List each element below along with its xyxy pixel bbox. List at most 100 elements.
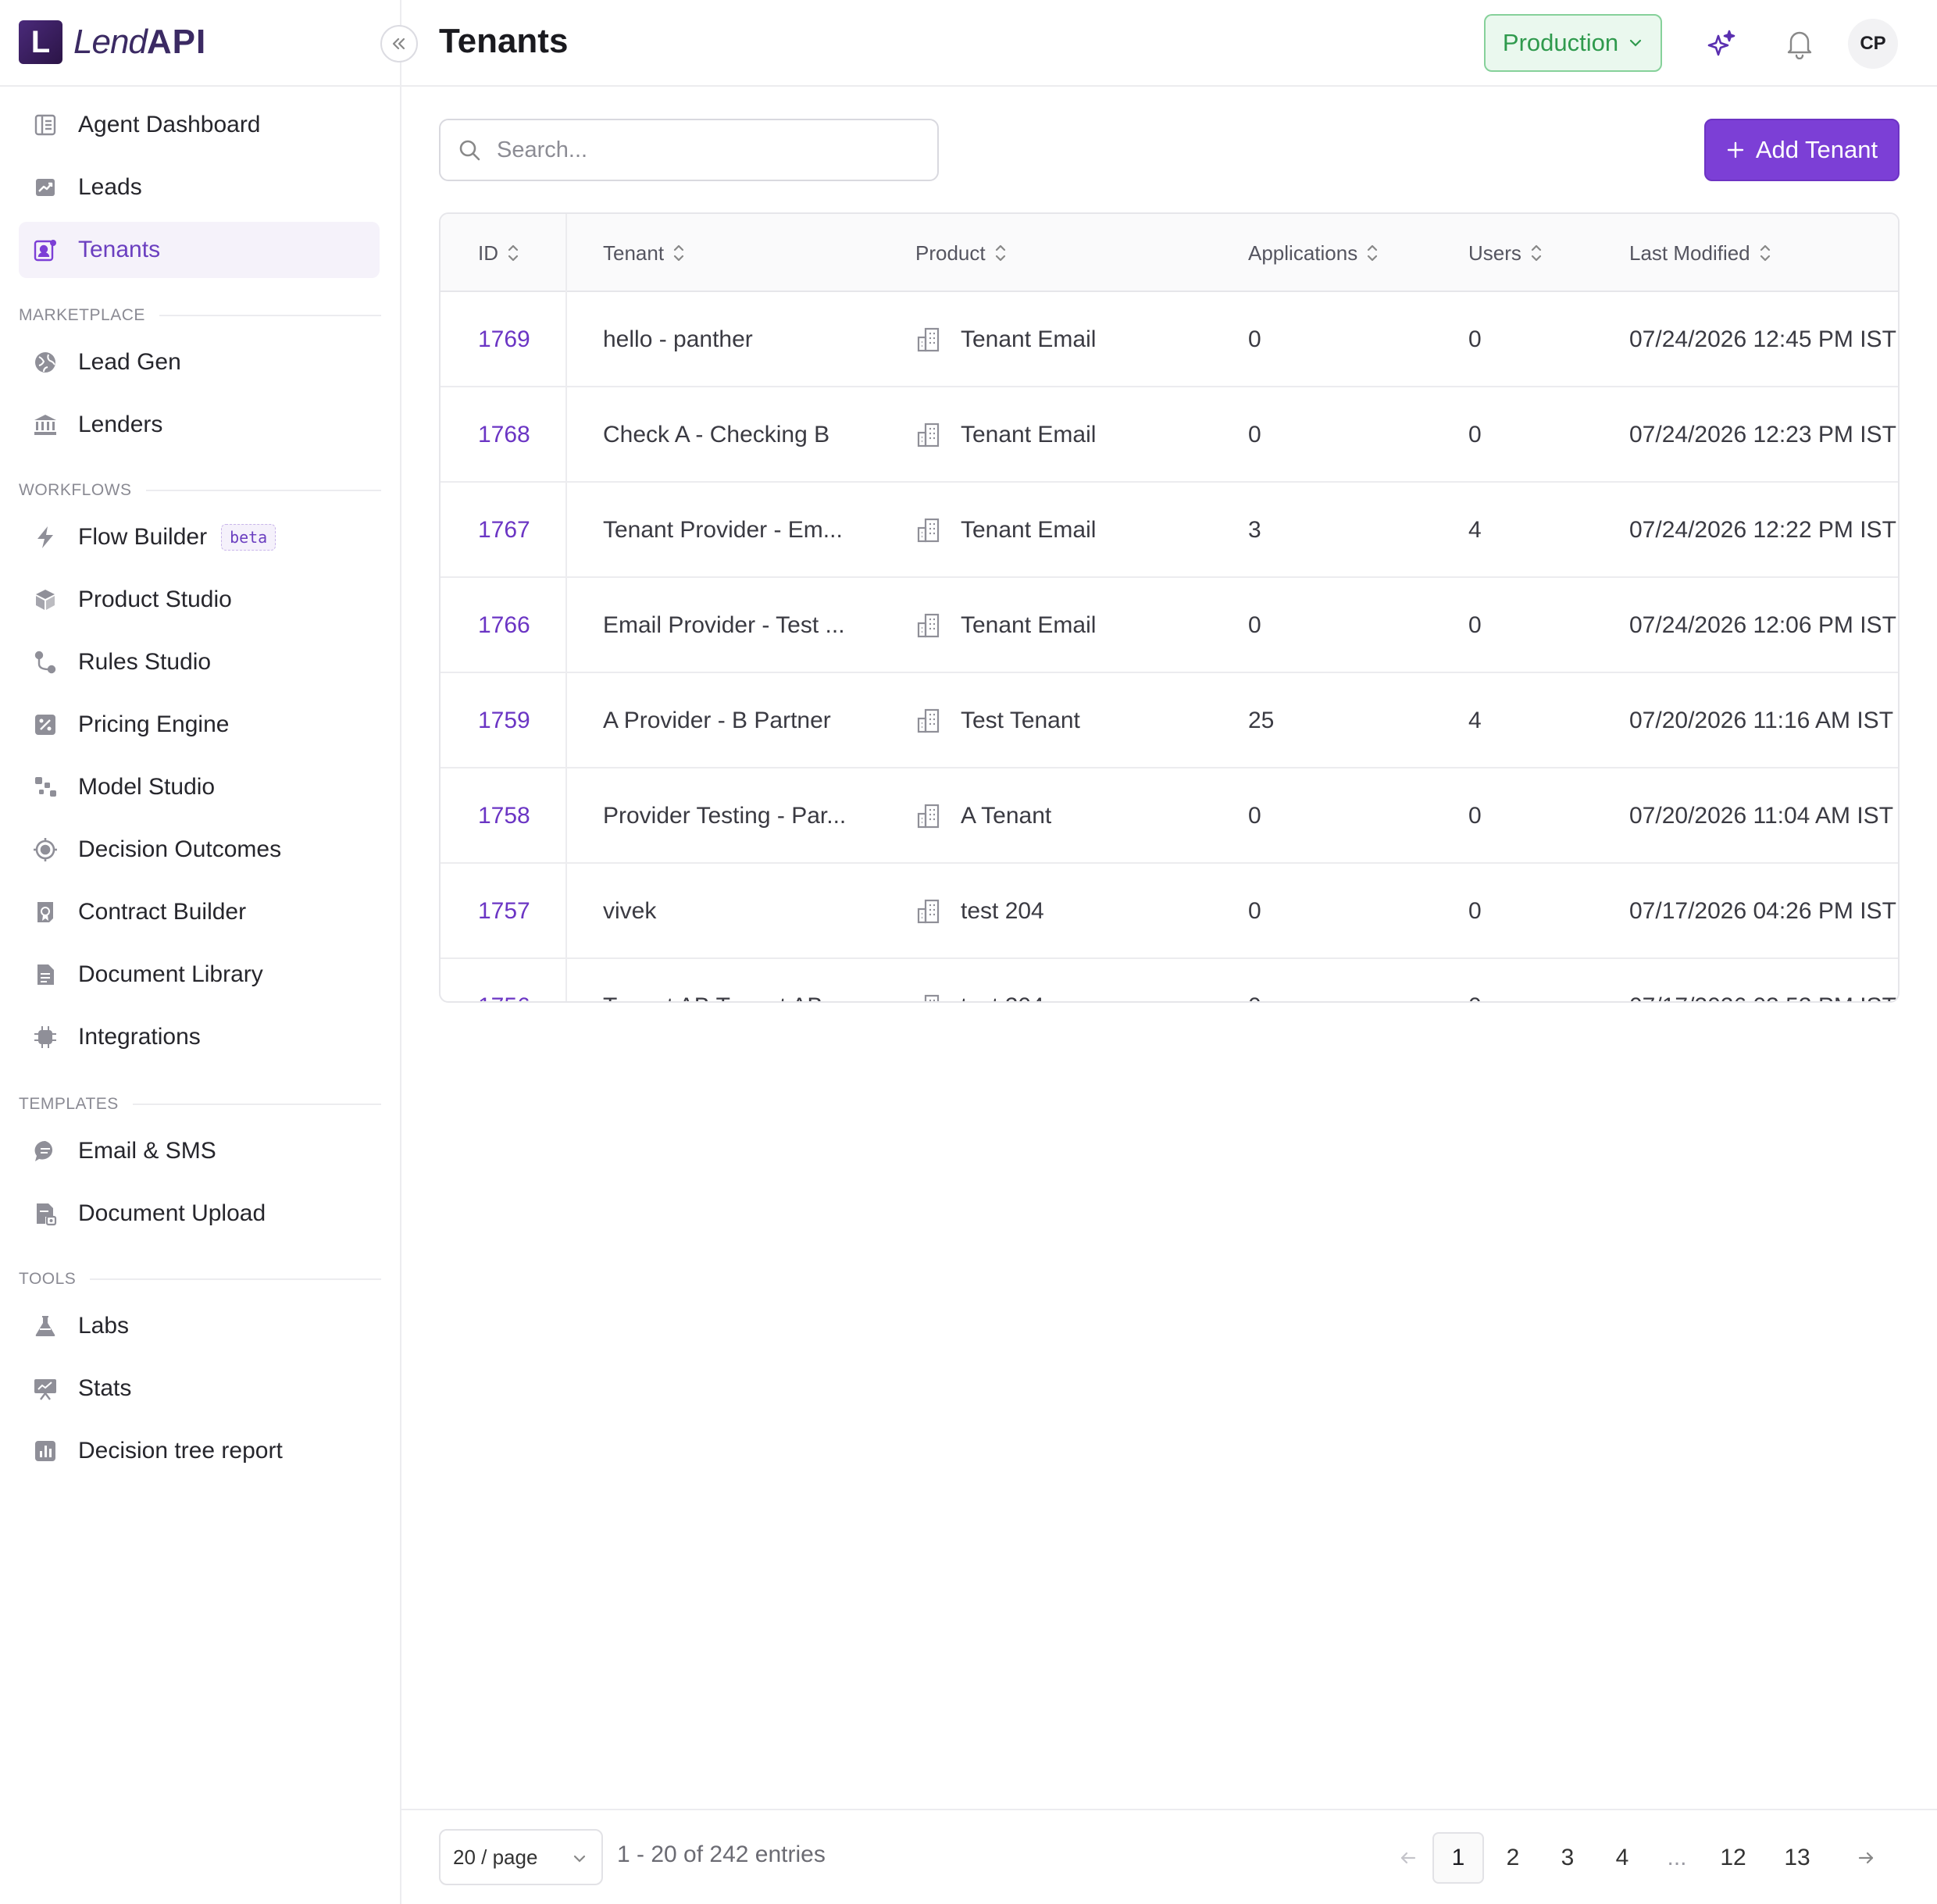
- sidebar-item-rules-studio[interactable]: Rules Studio: [19, 634, 380, 690]
- logo-mark[interactable]: L: [19, 20, 62, 64]
- building-icon: [915, 612, 942, 639]
- tenant-id-link[interactable]: 1759: [478, 708, 530, 733]
- tenant-id-link[interactable]: 1757: [478, 898, 530, 924]
- notifications-button[interactable]: [1778, 22, 1821, 66]
- table-row[interactable]: 1758 Provider Testing - Par... A Tenant 0 0 0…: [441, 768, 1898, 864]
- product-cell: Tenant Email: [915, 578, 1096, 673]
- product-name: Tenant Email: [961, 612, 1097, 638]
- tenant-id-link[interactable]: 1766: [478, 612, 530, 638]
- cube-icon: [31, 586, 59, 614]
- product-cell: Tenant Email: [915, 387, 1096, 483]
- tenant-id-link[interactable]: 1768: [478, 422, 530, 447]
- tenant-id-link[interactable]: 1767: [478, 517, 530, 543]
- sidebar-item-label: Decision Outcomes: [78, 836, 282, 862]
- section-title: TEMPLATES: [19, 1095, 119, 1113]
- page-button-4[interactable]: 4: [1615, 1845, 1629, 1870]
- sidebar-item-stats[interactable]: Stats: [19, 1360, 380, 1417]
- table-row[interactable]: 1767 Tenant Provider - Em... Tenant Email 3…: [441, 483, 1898, 578]
- column-header-label: Tenant: [603, 241, 665, 265]
- tenant-name: Tenant Provider - Em...: [603, 517, 843, 543]
- section-divider: [132, 1104, 381, 1105]
- applications-count: 0: [1248, 959, 1261, 1001]
- column-header-tenant[interactable]: Tenant: [603, 214, 686, 292]
- building-icon: [915, 993, 942, 1001]
- column-header-product[interactable]: Product: [915, 214, 1008, 292]
- sidebar-item-agent-dashboard[interactable]: Agent Dashboard: [19, 97, 380, 153]
- percent-icon: [31, 711, 59, 739]
- page-size-select[interactable]: 20 / page: [439, 1829, 603, 1885]
- plus-icon: [1727, 141, 1744, 159]
- column-header-id[interactable]: ID: [478, 214, 520, 292]
- sidebar-item-model-studio[interactable]: Model Studio: [19, 759, 380, 815]
- sidebar-item-label: Stats: [78, 1375, 132, 1401]
- sort-icon[interactable]: [672, 242, 686, 264]
- table-row[interactable]: 1757 vivek test 204 0 0 07/17/2026 04:26 PM I…: [441, 864, 1898, 959]
- sort-icon[interactable]: [993, 242, 1008, 264]
- tenant-id-link[interactable]: 1769: [478, 326, 530, 352]
- page-button-13[interactable]: 13: [1784, 1845, 1810, 1870]
- arrow-left-icon: [1400, 1852, 1416, 1864]
- add-tenant-label: Add Tenant: [1755, 136, 1878, 163]
- sort-icon[interactable]: [1365, 242, 1379, 264]
- sort-icon[interactable]: [506, 242, 520, 264]
- sidebar-item-labs[interactable]: Labs: [19, 1298, 380, 1354]
- column-header-applications[interactable]: Applications: [1248, 214, 1379, 292]
- chevron-down-icon: [573, 1855, 586, 1863]
- column-header-label: Last Modified: [1629, 241, 1750, 265]
- table-row[interactable]: 1756 Tenant AB Tenant AB... test 204 0 0 07/1…: [441, 959, 1898, 1001]
- sidebar-item-document-upload[interactable]: Document Upload: [19, 1186, 380, 1242]
- sidebar-item-pricing-engine[interactable]: Pricing Engine: [19, 697, 380, 753]
- page-button-1[interactable]: 1: [1432, 1832, 1484, 1884]
- sidebar-item-lenders[interactable]: Lenders: [19, 397, 380, 453]
- logo-wordmark[interactable]: LendAPI: [73, 20, 206, 64]
- column-header-users[interactable]: Users: [1468, 214, 1543, 292]
- sidebar-item-leads[interactable]: Leads: [19, 159, 380, 216]
- table-row[interactable]: 1759 A Provider - B Partner Test Tenant 25 4…: [441, 673, 1898, 768]
- sidebar-item-integrations[interactable]: Integrations: [19, 1009, 380, 1065]
- section-title: MARKETPLACE: [19, 306, 145, 324]
- tenant-id-link[interactable]: 1756: [478, 959, 530, 1001]
- branch-icon: [31, 648, 59, 676]
- sidebar-item-product-studio[interactable]: Product Studio: [19, 572, 380, 628]
- table-row[interactable]: 1768 Check A - Checking B Tenant Email 0 0 07…: [441, 387, 1898, 483]
- tenant-name: Tenant AB Tenant AB...: [603, 959, 842, 1001]
- add-tenant-button[interactable]: Add Tenant: [1704, 119, 1900, 181]
- sidebar-item-email-sms[interactable]: Email & SMS: [19, 1123, 380, 1179]
- search-input[interactable]: [497, 137, 919, 163]
- next-page-button[interactable]: [1840, 1832, 1892, 1884]
- sort-icon[interactable]: [1758, 242, 1772, 264]
- user-avatar[interactable]: CP: [1848, 19, 1898, 69]
- page-button-12[interactable]: 12: [1720, 1845, 1746, 1870]
- search-box[interactable]: [439, 119, 939, 181]
- sidebar-item-lead-gen[interactable]: Lead Gen: [19, 334, 380, 390]
- sidebar-item-label: Lead Gen: [78, 349, 181, 375]
- environment-selector[interactable]: Production: [1484, 14, 1662, 72]
- sidebar-item-contract-builder[interactable]: Contract Builder: [19, 884, 380, 940]
- last-modified: 07/24/2026 12:06 PM IST: [1629, 612, 1896, 638]
- brand: L LendAPI: [0, 0, 400, 87]
- sidebar-item-flow-builder[interactable]: Flow Builder beta: [19, 509, 380, 565]
- table-row[interactable]: 1766 Email Provider - Test ... Tenant Emai…: [441, 578, 1898, 673]
- tenant-id-link[interactable]: 1758: [478, 803, 530, 829]
- sidebar-item-decision-outcomes[interactable]: Decision Outcomes: [19, 822, 380, 878]
- product-name: Tenant Email: [961, 422, 1097, 447]
- product-name: test 204: [961, 898, 1044, 924]
- page-title: Tenants: [439, 22, 569, 60]
- table-row[interactable]: 1769 hello - panther Tenant Email 0 0 07/24/2…: [441, 292, 1898, 387]
- applications-count: 25: [1248, 708, 1275, 733]
- sidebar-item-label: Integrations: [78, 1024, 201, 1050]
- prev-page-button[interactable]: [1382, 1832, 1434, 1884]
- users-count: 4: [1468, 517, 1482, 543]
- page-button-3[interactable]: 3: [1561, 1845, 1575, 1870]
- sidebar-item-document-library[interactable]: Document Library: [19, 947, 380, 1003]
- product-cell: test 204: [915, 864, 1044, 959]
- sidebar-item-tenants[interactable]: Tenants: [19, 222, 380, 278]
- collapse-sidebar-button[interactable]: [380, 25, 418, 62]
- ai-sparkle-button[interactable]: [1700, 22, 1743, 66]
- page-size-value: 20 / page: [453, 1845, 538, 1869]
- sort-icon[interactable]: [1529, 242, 1543, 264]
- section-label-workflows: WORKFLOWS: [19, 481, 381, 500]
- sidebar-item-decision-tree-report[interactable]: Decision tree report: [19, 1423, 380, 1479]
- page-button-2[interactable]: 2: [1506, 1845, 1520, 1870]
- column-header-last-modified[interactable]: Last Modified: [1629, 214, 1772, 292]
